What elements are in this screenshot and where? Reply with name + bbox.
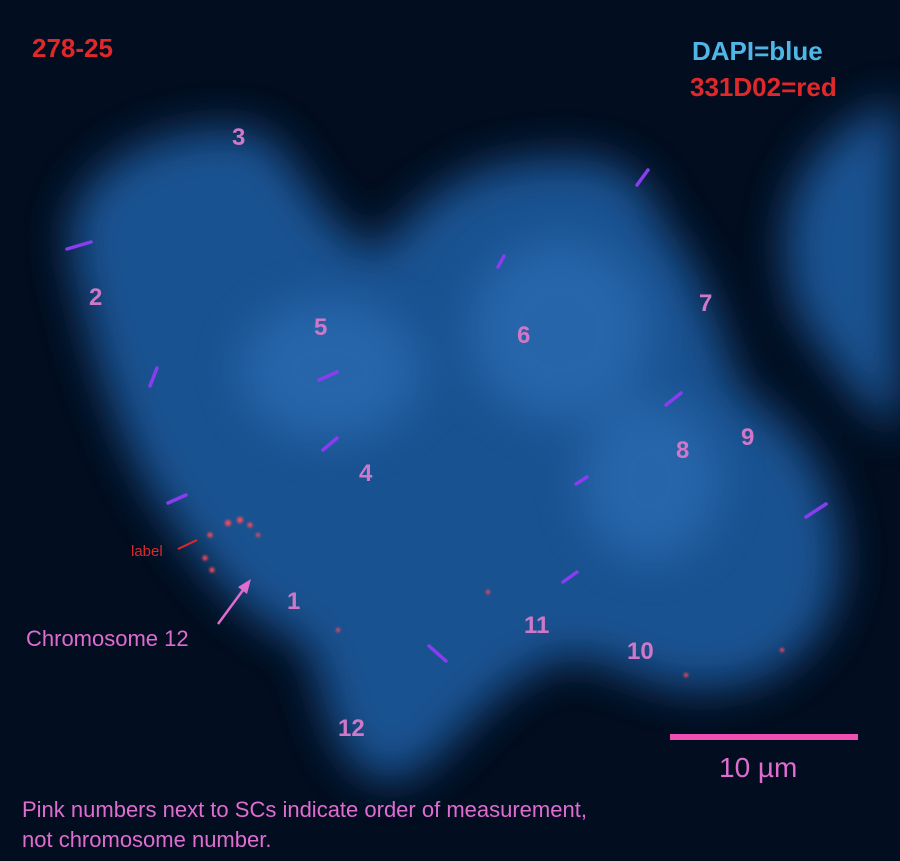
scale-bar xyxy=(670,734,858,740)
sc-number: 8 xyxy=(676,437,690,464)
sc-number: 2 xyxy=(89,284,103,311)
label-annotation: label xyxy=(131,543,163,560)
sc-number: 4 xyxy=(359,460,373,487)
sc-number: 5 xyxy=(314,314,328,341)
sc-number: 10 xyxy=(627,638,654,665)
dapi-stained-chromatin xyxy=(69,100,900,781)
sc-number: 9 xyxy=(741,424,755,451)
sc-number: 6 xyxy=(517,322,531,349)
label-pointer xyxy=(177,539,198,550)
sc-end-marks xyxy=(65,168,828,663)
red-probe-signal xyxy=(202,517,784,677)
chromosome-annotation: Chromosome 12 xyxy=(26,626,189,651)
sc-number: 3 xyxy=(232,124,246,151)
footnote-line: not chromosome number. xyxy=(22,827,272,852)
sc-number: 1 xyxy=(287,588,301,615)
legend-probe: 331D02=red xyxy=(690,72,837,102)
sc-number: 12 xyxy=(338,715,365,742)
legend-dapi: DAPI=blue xyxy=(692,36,823,66)
sc-number: 11 xyxy=(524,612,550,639)
footnote-line: Pink numbers next to SCs indicate order … xyxy=(22,797,587,822)
footnote: Pink numbers next to SCs indicate order … xyxy=(22,795,587,855)
sc-number: 7 xyxy=(699,290,713,317)
chromosome-arrow xyxy=(216,579,251,625)
dapi-bright-regions xyxy=(240,240,720,560)
sample-id: 278-25 xyxy=(32,33,113,63)
scale-bar-label: 10 µm xyxy=(719,752,798,783)
